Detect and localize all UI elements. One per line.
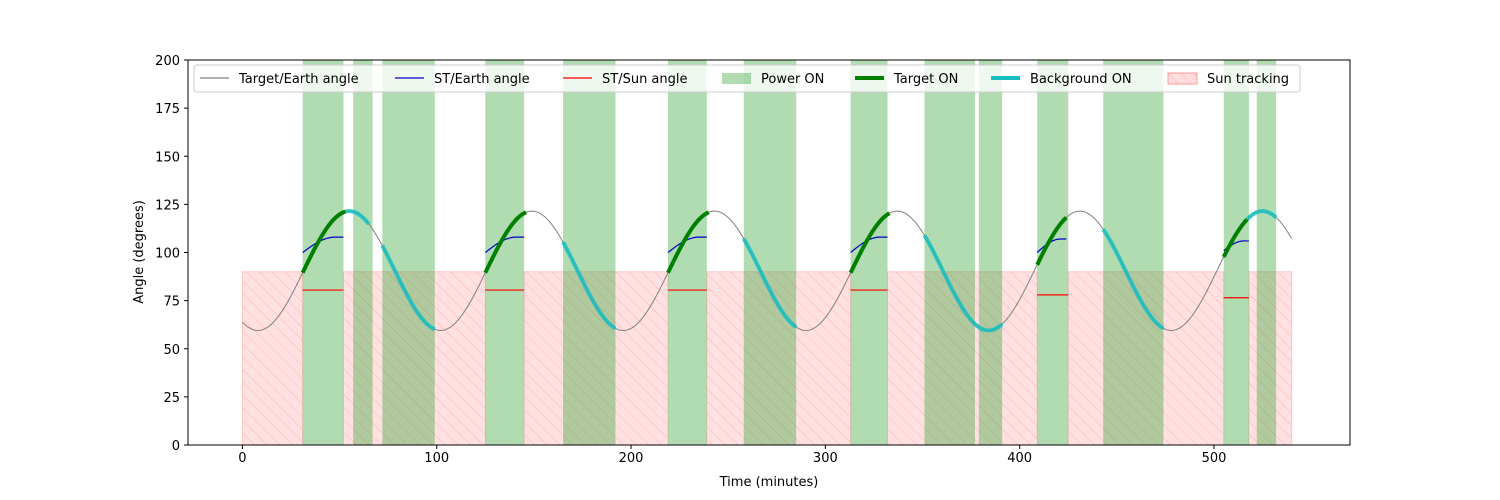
legend-box (193, 64, 1301, 93)
sun-tracking-hatch (1248, 271, 1292, 445)
legend: Target/Earth angle ST/Earth angle ST/Sun a… (193, 64, 1301, 93)
target-on-segment (666, 210, 710, 274)
axes-layer: 0 100 200 300 400 500 0 25 50 75 100 125 150 175 200 (155, 54, 1226, 466)
y-tick-label: 25 (163, 391, 180, 406)
legend-label: Power ON (761, 72, 824, 87)
y-tick-label: 175 (155, 102, 180, 117)
y-tick-label: 125 (155, 198, 180, 213)
target-on-segment (848, 211, 891, 274)
legend-patch-icon (722, 73, 751, 84)
y-tick-label: 100 (155, 247, 180, 262)
sun-tracking-hatch (524, 271, 668, 445)
power-on-band (1256, 60, 1277, 445)
power-on-band (563, 60, 616, 445)
legend-label: Sun tracking (1207, 72, 1289, 87)
legend-label: Background ON (1030, 72, 1132, 87)
st-earth-line (1036, 238, 1067, 253)
background-on-segment (344, 209, 371, 226)
sun-tracking-hatch (1068, 271, 1224, 445)
x-tick-label: 0 (238, 451, 246, 466)
series-layer (242, 209, 1293, 333)
target-on-segment (1221, 218, 1249, 258)
background-on-segment (742, 237, 798, 329)
y-axis-label: Angle (degrees) (132, 200, 147, 304)
background-on-segment (380, 244, 436, 332)
x-tick-label: 300 (813, 451, 838, 466)
background-on-segment (1245, 209, 1278, 221)
x-tick-label: 500 (1202, 451, 1227, 466)
x-tick-label: 200 (619, 451, 644, 466)
power-on-band (302, 60, 344, 445)
target-on-segment (483, 210, 527, 274)
power-on-band (382, 60, 435, 445)
y-tick-label: 50 (163, 343, 180, 358)
power-on-band (485, 60, 525, 445)
background-on-segment (561, 241, 617, 331)
sun-tracking-hatch (343, 271, 486, 445)
power-on-band (667, 60, 707, 445)
legend-hatch-icon (1168, 73, 1197, 84)
power-on-band (353, 60, 373, 445)
background-on-segment (922, 234, 1004, 333)
x-tick-label: 100 (424, 451, 449, 466)
sun-tracking-hatch (887, 271, 1038, 445)
legend-label: Target/Earth angle (238, 72, 359, 87)
power-on-band (1103, 60, 1164, 445)
background-layer (241, 60, 1293, 445)
sun-tracking-hatch (242, 271, 303, 445)
sun-tracking-hatch (706, 271, 851, 445)
st-earth-line (667, 236, 707, 253)
background-on-segment (1101, 228, 1165, 331)
legend-label: ST/Earth angle (434, 72, 530, 87)
st-earth-line (302, 236, 344, 253)
legend-label: Target ON (893, 72, 958, 87)
y-tick-label: 200 (155, 54, 180, 69)
y-tick-label: 75 (163, 295, 180, 310)
target-on-segment (300, 209, 346, 274)
y-tick-label: 0 (172, 439, 180, 454)
y-tick-label: 150 (155, 150, 180, 165)
power-on-band (978, 60, 1003, 445)
st-earth-line (484, 236, 525, 253)
x-tick-label: 400 (1007, 451, 1032, 466)
legend-label: ST/Sun angle (602, 72, 688, 87)
power-on-band (850, 60, 888, 445)
target-on-segment (1035, 216, 1068, 266)
x-axis-label: Time (minutes) (719, 475, 819, 490)
